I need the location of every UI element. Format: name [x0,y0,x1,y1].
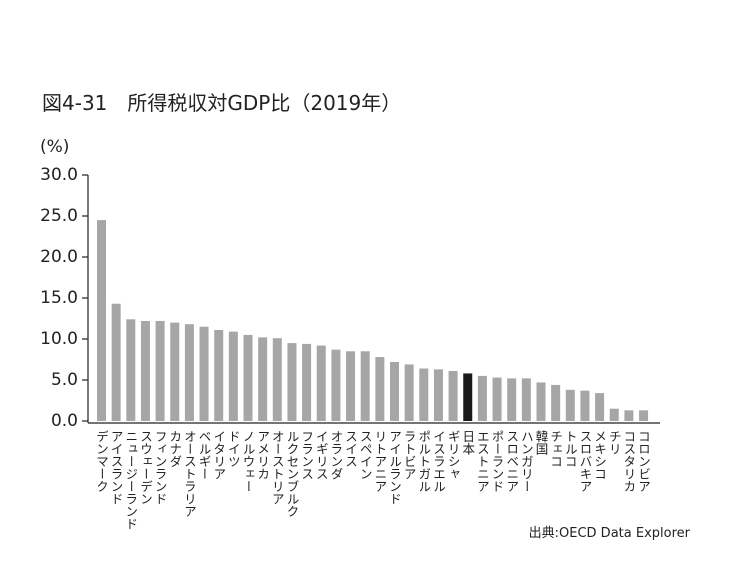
bar [639,410,649,421]
bar [140,320,150,421]
x-tick-label: リトアニア [372,430,387,493]
x-tick-label: ベルギー [197,430,212,480]
bar [390,361,399,421]
bar [111,303,121,421]
bar [404,364,414,421]
y-tick-label: 15.0 [40,288,78,308]
bar [316,345,326,421]
x-tick-label: フィンランド [153,430,168,505]
x-tick-label: 韓国 [534,430,549,455]
bar [375,357,385,421]
x-tick-label: イギリス [314,430,329,480]
x-tick-label: ラトビア [402,430,417,480]
x-tick-label: チェコ [548,430,563,468]
x-tick-label: デンマーク [94,430,109,493]
x-tick-label: アイスランド [109,430,124,505]
x-tick-label: オーストリア [270,430,285,505]
bar [126,319,136,421]
x-tick-label: イタリア [211,430,226,480]
bar [609,408,619,421]
bar [521,378,531,421]
bar [565,389,575,421]
x-tick-label: コスタリカ [621,430,636,493]
x-tick-label: チリ [607,430,622,455]
x-tick-label: アイルランド [387,430,402,505]
y-tick-label: 20.0 [40,247,78,267]
x-tick-label: スウェーデン [138,430,153,505]
bar [228,331,238,421]
x-tick-label: スイス [343,430,358,468]
bar [214,329,224,421]
bar [331,349,341,421]
x-tick-label: スロバキア [577,430,592,493]
bar [258,337,268,421]
y-tick-label: 5.0 [51,370,78,390]
x-tick-label: メキシコ [592,430,607,480]
x-tick-label: ポーランド [490,430,505,493]
x-tick-label: ニュージーランド [123,430,138,530]
bar [463,373,473,421]
bar [448,370,458,421]
x-tick-label: カナダ [167,430,182,468]
x-tick-label: ルクセンブルク [284,430,299,518]
x-tick-label: スペイン [358,430,373,480]
x-tick-label: ドイツ [226,430,241,468]
bar [346,351,356,421]
bar [287,343,297,421]
y-tick-label: 30.0 [40,165,78,185]
bar [477,375,487,421]
x-tick-label: フランス [299,430,314,480]
x-tick-label: コロンビア [636,430,651,493]
bar [272,338,282,421]
x-tick-label: スロベニア [504,430,519,493]
x-tick-label: ギリシャ [446,430,461,480]
x-tick-label: イスラエル [431,430,446,493]
bar [580,390,590,421]
bar [536,382,546,421]
x-tick-label: オランダ [328,430,343,480]
x-tick-label: トルコ [563,430,578,468]
bar [170,322,180,421]
x-tick-label: ポルトガル [416,430,431,493]
bar [199,326,209,421]
x-tick-label: オーストラリア [182,430,197,518]
y-axis-label: (%) [40,137,69,157]
bar [492,377,502,421]
bar [184,324,194,421]
bar [97,220,106,421]
x-tick-label: ハンガリー [519,430,534,493]
source: 出典:OECD Data Explorer [529,526,691,541]
x-tick-label: エストニア [475,430,490,493]
bar [433,369,443,421]
bar [624,410,634,421]
x-tick-label: 日本 [460,430,475,456]
bar [243,334,253,421]
bar [419,368,429,421]
y-tick-label: 0.0 [51,411,78,431]
bar [595,393,605,421]
bar [302,343,312,421]
bar [155,320,165,421]
y-tick-label: 10.0 [40,329,78,349]
bar [507,378,517,421]
bar [360,351,370,421]
x-tick-label: アメリカ [255,430,270,480]
y-tick-label: 25.0 [40,206,78,226]
chart-title: 図4-31 所得税収対GDP比（2019年） [42,91,401,115]
bar [551,384,561,421]
x-tick-label: ノルウェー [241,430,256,493]
